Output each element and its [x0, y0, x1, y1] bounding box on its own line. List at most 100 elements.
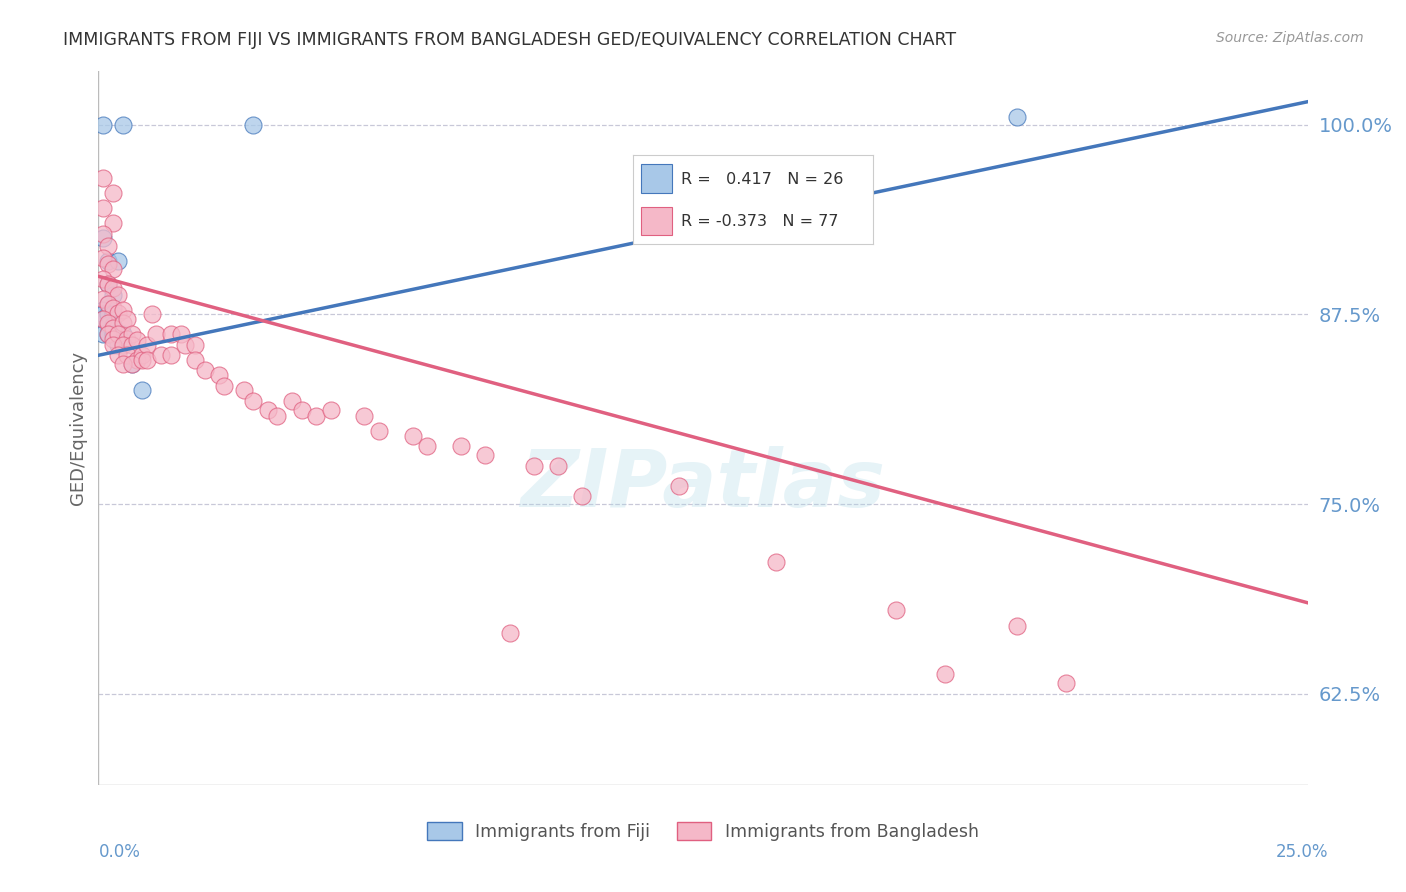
Point	[765, 555, 787, 569]
Point	[101, 321, 124, 335]
Point	[131, 348, 153, 362]
Point	[91, 227, 114, 241]
Point	[97, 318, 120, 332]
Point	[101, 337, 124, 351]
Point	[131, 383, 153, 397]
Point	[523, 459, 546, 474]
Point	[91, 231, 114, 245]
Point	[547, 459, 569, 474]
Point	[174, 337, 197, 351]
Point	[305, 409, 328, 423]
Point	[668, 479, 690, 493]
Legend: Immigrants from Fiji, Immigrants from Bangladesh: Immigrants from Fiji, Immigrants from Ba…	[420, 815, 986, 847]
Point	[97, 307, 120, 321]
Point	[117, 332, 139, 346]
Point	[184, 337, 207, 351]
Point	[212, 378, 235, 392]
Text: 0.0%: 0.0%	[98, 843, 141, 861]
Point	[1054, 676, 1077, 690]
Point	[194, 363, 217, 377]
Point	[97, 326, 120, 341]
Point	[97, 326, 120, 341]
Point	[97, 277, 120, 291]
Point	[91, 307, 114, 321]
Point	[127, 333, 149, 347]
Y-axis label: GED/Equivalency: GED/Equivalency	[69, 351, 87, 505]
Point	[111, 326, 134, 341]
Point	[160, 326, 183, 341]
Point	[353, 409, 375, 423]
Point	[450, 439, 472, 453]
Point	[1007, 110, 1029, 124]
Bar	[641, 164, 672, 193]
Point	[117, 348, 139, 362]
Point	[107, 254, 129, 268]
Point	[290, 403, 312, 417]
Point	[91, 302, 114, 317]
Point	[111, 118, 134, 132]
Point	[91, 292, 114, 306]
Text: Source: ZipAtlas.com: Source: ZipAtlas.com	[1216, 31, 1364, 45]
Point	[97, 257, 120, 271]
Text: IMMIGRANTS FROM FIJI VS IMMIGRANTS FROM BANGLADESH GED/EQUIVALENCY CORRELATION C: IMMIGRANTS FROM FIJI VS IMMIGRANTS FROM …	[63, 31, 956, 49]
Point	[101, 326, 124, 341]
Point	[111, 317, 134, 331]
Point	[97, 296, 120, 310]
Point	[91, 251, 114, 265]
Point	[101, 186, 124, 200]
Point	[101, 318, 124, 332]
Point	[135, 337, 157, 351]
Point	[571, 490, 593, 504]
Point	[101, 281, 124, 295]
Point	[256, 403, 278, 417]
Point	[121, 358, 143, 372]
Point	[91, 311, 114, 326]
Point	[281, 393, 304, 408]
Point	[101, 261, 124, 276]
Point	[101, 287, 124, 301]
Point	[232, 383, 254, 397]
Text: 25.0%: 25.0%	[1277, 843, 1329, 861]
Point	[111, 337, 134, 351]
Point	[91, 201, 114, 215]
Point	[91, 118, 114, 132]
Point	[141, 307, 163, 321]
Point	[131, 352, 153, 367]
Point	[107, 287, 129, 301]
Point	[101, 332, 124, 346]
Text: ZIPatlas: ZIPatlas	[520, 446, 886, 524]
Point	[91, 170, 114, 185]
Point	[368, 424, 391, 438]
Point	[91, 326, 114, 341]
Point	[91, 272, 114, 286]
Point	[107, 326, 129, 341]
Point	[145, 326, 167, 341]
Point	[135, 352, 157, 367]
Point	[127, 352, 149, 367]
Point	[150, 348, 173, 362]
Point	[97, 277, 120, 291]
Point	[498, 626, 520, 640]
Point	[266, 409, 288, 423]
Point	[121, 326, 143, 341]
Point	[242, 118, 264, 132]
Point	[107, 337, 129, 351]
Point	[111, 337, 134, 351]
Point	[117, 311, 139, 326]
Point	[160, 348, 183, 362]
Point	[319, 403, 342, 417]
Point	[121, 337, 143, 351]
Point	[1007, 618, 1029, 632]
Point	[91, 311, 114, 326]
Point	[208, 368, 231, 382]
Point	[402, 429, 425, 443]
Point	[101, 307, 124, 321]
Point	[886, 603, 908, 617]
Point	[934, 667, 956, 681]
Text: R =   0.417   N = 26: R = 0.417 N = 26	[682, 172, 844, 186]
Point	[111, 358, 134, 372]
Point	[107, 306, 129, 320]
Point	[97, 317, 120, 331]
Point	[97, 254, 120, 268]
Point	[169, 326, 191, 341]
